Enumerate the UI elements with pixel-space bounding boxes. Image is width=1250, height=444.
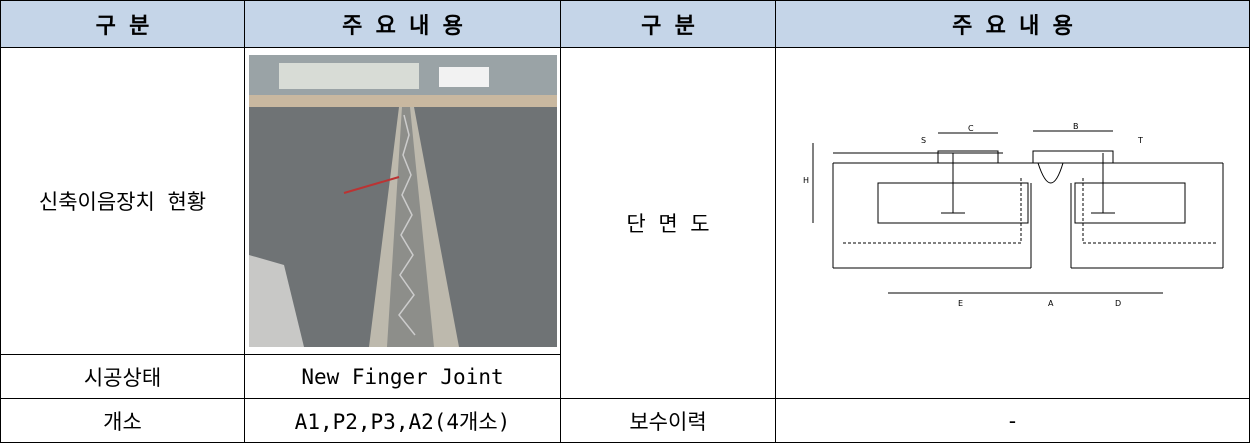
cell: 개소 bbox=[0, 398, 245, 443]
dim-label: B bbox=[1073, 123, 1079, 131]
header-cell: 주 요 내 용 bbox=[775, 0, 1250, 48]
photo bbox=[248, 55, 557, 347]
dim-label: H bbox=[803, 176, 809, 185]
cell: 단 면 도 bbox=[560, 47, 776, 399]
dim-label: A bbox=[1048, 299, 1054, 308]
dim-label: T bbox=[1137, 136, 1143, 145]
cell: 신축이음장치 현황 bbox=[0, 47, 245, 355]
cell: New Finger Joint bbox=[244, 354, 561, 399]
dim-label: S bbox=[921, 136, 926, 145]
cell: - bbox=[775, 398, 1250, 443]
dim-label: D bbox=[1115, 299, 1121, 308]
photo-cell bbox=[244, 47, 561, 355]
dim-label: E bbox=[958, 299, 963, 308]
dim-label: C bbox=[968, 124, 974, 133]
header-cell: 주 요 내 용 bbox=[244, 0, 561, 48]
cross-section: C B T S H E A D bbox=[803, 123, 1223, 308]
cell: 시공상태 bbox=[0, 354, 245, 399]
cell: 보수이력 bbox=[560, 398, 776, 443]
header-cell: 구 분 bbox=[0, 0, 245, 48]
cell: A1,P2,P3,A2(4개소) bbox=[244, 398, 561, 443]
diagram-cell: C B T S H E A D bbox=[775, 47, 1250, 399]
header-cell: 구 분 bbox=[560, 0, 776, 48]
